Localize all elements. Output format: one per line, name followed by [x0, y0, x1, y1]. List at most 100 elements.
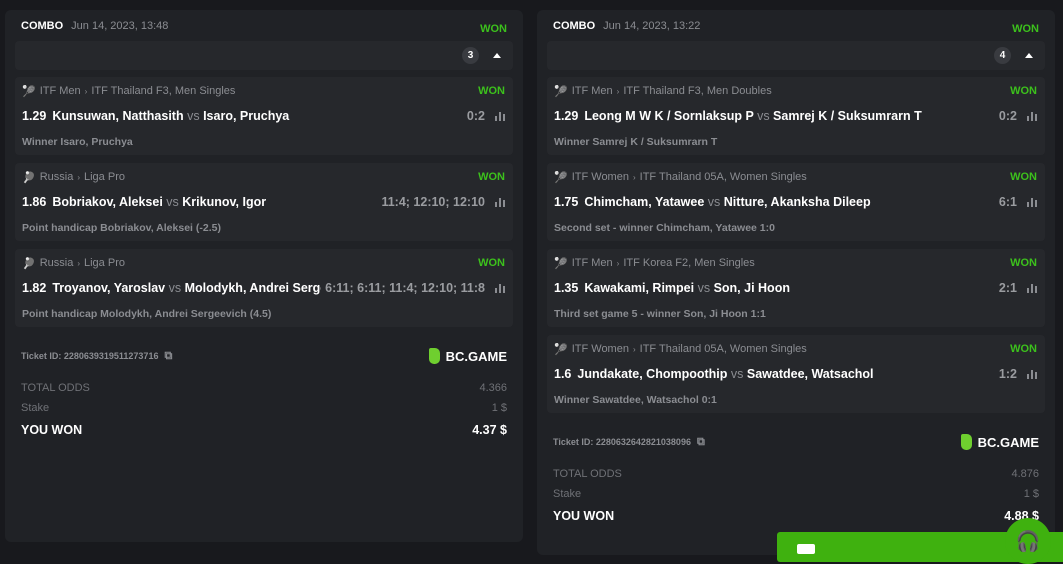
separator: › — [632, 344, 636, 354]
bets-group-toggle[interactable]: 3 — [15, 41, 513, 70]
total-odds-value: 4.366 — [479, 382, 507, 394]
tournament-name[interactable]: ITF Thailand F3, Men Doubles — [623, 85, 772, 97]
match-teams[interactable]: Troyanov, Yaroslav vs Molodykh, Andrei S… — [52, 281, 321, 295]
chevron-up-icon[interactable] — [1025, 53, 1033, 58]
bet-odds: 1.82 — [22, 281, 47, 295]
away-team: Son, Ji Hoon — [713, 281, 790, 295]
match-score: 0:2 — [998, 109, 1017, 123]
stats-icon[interactable] — [1027, 197, 1037, 207]
ticket-id-row: Ticket ID: 2280639319511273716 ⧉ BC.GAME — [15, 344, 513, 368]
bet-count-badge: 4 — [994, 47, 1011, 64]
match-teams[interactable]: Chimcham, Yatawee vs Nitture, Akanksha D… — [584, 195, 995, 209]
stats-icon[interactable] — [1027, 111, 1037, 121]
you-won-row: YOU WON 4.88 $ — [547, 504, 1045, 528]
home-team: Troyanov, Yaroslav — [52, 281, 166, 295]
bet-item[interactable]: 🎾 ITF Men › ITF Thailand F3, Men Doubles W… — [547, 77, 1045, 155]
bet-status: WON — [478, 85, 505, 97]
ticket-id: Ticket ID: 2280632642821038096 — [553, 437, 691, 447]
bet-item[interactable]: 🎾 ITF Men › ITF Thailand F3, Men Singles W… — [15, 77, 513, 155]
tournament-name[interactable]: ITF Thailand 05A, Women Singles — [639, 343, 807, 355]
vs-label: vs — [730, 367, 744, 381]
league-name[interactable]: Russia — [39, 257, 74, 269]
separator: › — [616, 86, 620, 96]
separator: › — [77, 172, 80, 182]
match-row: 1.6 Jundakate, Chompoothip vs Sawatdee, W… — [554, 361, 1037, 387]
bet-status: WON — [478, 257, 505, 269]
bet-odds: 1.29 — [554, 109, 579, 123]
brand-name: BC.GAME — [445, 348, 507, 364]
league-name[interactable]: ITF Women — [571, 343, 629, 355]
bet-selection: Point handicap Molodykh, Andrei Sergeevi… — [22, 308, 272, 320]
tournament-name[interactable]: ITF Thailand F3, Men Singles — [91, 85, 236, 97]
chevron-up-icon[interactable] — [493, 53, 501, 58]
league-name[interactable]: ITF Men — [571, 257, 613, 269]
match-teams[interactable]: Kawakami, Rimpei vs Son, Ji Hoon — [584, 281, 995, 295]
match-row: 1.75 Chimcham, Yatawee vs Nitture, Akanks… — [554, 189, 1037, 215]
bets-group-toggle[interactable]: 4 — [547, 41, 1045, 70]
match-teams[interactable]: Kunsuwan, Natthasith vs Isaro, Pruchya — [52, 109, 463, 123]
bet-selection: Winner Samrej K / Suksumrarn T — [554, 136, 718, 148]
bet-item[interactable]: 🎾 ITF Men › ITF Korea F2, Men Singles WON 1… — [547, 249, 1045, 327]
match-score: 6:1 — [998, 195, 1017, 209]
match-score: 0:2 — [466, 109, 485, 123]
tournament-name[interactable]: Liga Pro — [84, 257, 125, 269]
league-name[interactable]: ITF Men — [571, 85, 613, 97]
bet-item[interactable]: 🎾 ITF Women › ITF Thailand 05A, Women Sin… — [547, 335, 1045, 413]
logo-mark-icon — [428, 348, 440, 364]
separator: › — [632, 172, 636, 182]
match-teams[interactable]: Jundakate, Chompoothip vs Sawatdee, Wats… — [577, 367, 995, 381]
tournament-name[interactable]: Liga Pro — [84, 171, 125, 183]
support-headset-button[interactable]: 🎧 — [1005, 518, 1051, 564]
total-odds-value: 4.876 — [1011, 468, 1039, 480]
league-row: 🎾 ITF Women › ITF Thailand 05A, Women Sin… — [554, 342, 1037, 356]
bet-selection: Third set game 5 - winner Son, Ji Hoon 1… — [554, 308, 766, 320]
home-team: Chimcham, Yatawee — [584, 195, 705, 209]
brand-name: BC.GAME — [977, 434, 1039, 450]
ticket-id: Ticket ID: 2280639319511273716 — [21, 351, 159, 361]
stats-icon[interactable] — [495, 197, 505, 207]
away-team: Nitture, Akanksha Dileep — [723, 195, 871, 209]
away-team: Sawatdee, Watsachol — [746, 367, 874, 381]
stake-value: 1 $ — [491, 402, 507, 414]
bet-type: COMBO — [553, 19, 596, 32]
table-tennis-icon: 🏓 — [22, 257, 36, 270]
vs-label: vs — [187, 109, 200, 123]
tournament-name[interactable]: ITF Thailand 05A, Women Singles — [639, 171, 807, 183]
copy-icon[interactable]: ⧉ — [164, 349, 173, 362]
vs-label: vs — [168, 281, 182, 295]
stats-icon[interactable] — [1027, 283, 1037, 293]
tennis-icon: 🎾 — [22, 85, 36, 98]
bet-selection: Winner Sawatdee, Watsachol 0:1 — [554, 394, 717, 406]
stats-icon[interactable] — [495, 111, 505, 121]
match-teams[interactable]: Bobriakov, Aleksei vs Krikunov, Igor — [52, 195, 377, 209]
bc-game-logo: BC.GAME — [960, 434, 1039, 450]
bet-odds: 1.35 — [554, 281, 579, 295]
stats-icon[interactable] — [495, 283, 505, 293]
league-name[interactable]: ITF Men — [39, 85, 81, 97]
tennis-icon: 🎾 — [554, 85, 568, 98]
bc-game-logo: BC.GAME — [428, 348, 507, 364]
you-won-row: YOU WON 4.37 $ — [15, 418, 513, 442]
separator: › — [616, 258, 620, 268]
league-name[interactable]: ITF Women — [571, 171, 629, 183]
league-row: 🎾 ITF Men › ITF Thailand F3, Men Doubles W… — [554, 84, 1037, 98]
vs-label: vs — [707, 195, 721, 209]
headset-icon: 🎧 — [1015, 530, 1041, 553]
away-team: Samrej K / Suksumrarn T — [773, 109, 922, 123]
vs-label: vs — [757, 109, 770, 123]
tournament-name[interactable]: ITF Korea F2, Men Singles — [623, 257, 755, 269]
home-team: Bobriakov, Aleksei — [52, 195, 163, 209]
league-row: 🎾 ITF Men › ITF Korea F2, Men Singles WON — [554, 256, 1037, 270]
bet-type: COMBO — [21, 19, 64, 32]
stats-icon[interactable] — [1027, 369, 1037, 379]
stake-label: Stake — [21, 402, 50, 414]
bet-item[interactable]: 🎾 ITF Women › ITF Thailand 05A, Women Sin… — [547, 163, 1045, 241]
bet-item[interactable]: 🏓 Russia › Liga Pro WON 1.86 Bobriakov, Alek… — [15, 163, 513, 241]
match-teams[interactable]: Leong M W K / Sornlaksup P vs Samrej K /… — [584, 109, 995, 123]
league-row: 🎾 ITF Men › ITF Thailand F3, Men Singles W… — [22, 84, 505, 98]
league-name[interactable]: Russia — [39, 171, 74, 183]
ticket-header: COMBO Jun 14, 2023, 13:48 WON — [15, 10, 513, 41]
bet-odds: 1.6 — [554, 367, 572, 381]
bet-item[interactable]: 🏓 Russia › Liga Pro WON 1.82 Troyanov, Yaros… — [15, 249, 513, 327]
copy-icon[interactable]: ⧉ — [696, 435, 705, 448]
